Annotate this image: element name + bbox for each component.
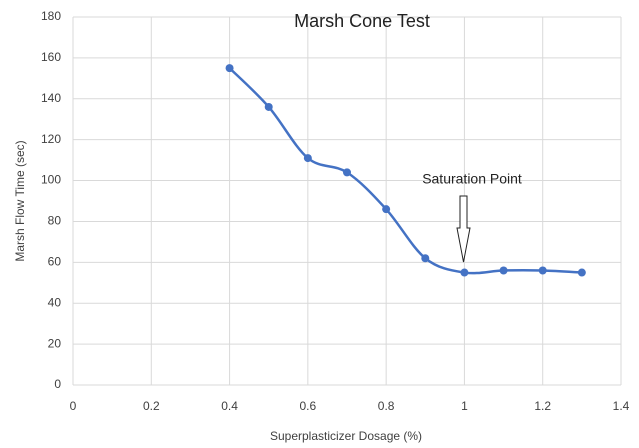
x-tick-label: 1.2	[534, 399, 551, 413]
grid	[72, 16, 622, 386]
x-tick-label: 0.2	[143, 399, 160, 413]
y-tick-label: 180	[41, 9, 61, 23]
x-tick-label: 1.4	[613, 399, 630, 413]
y-tick-label: 160	[41, 50, 61, 64]
y-tick-label: 140	[41, 91, 61, 105]
x-tick-label: 0	[70, 399, 77, 413]
y-tick-label: 120	[41, 132, 61, 146]
data-point	[460, 268, 469, 277]
y-tick-label: 100	[41, 173, 61, 187]
x-tick-label: 1	[461, 399, 468, 413]
annotation: Saturation Point	[422, 171, 522, 187]
y-axis-label: Marsh Flow Time (sec)	[13, 140, 27, 261]
data-point	[225, 64, 234, 73]
annotation-arrow	[456, 195, 471, 263]
data-point	[343, 168, 351, 177]
x-tick-label: 0.6	[300, 399, 317, 413]
y-tick-label: 60	[48, 255, 62, 269]
data-point	[538, 266, 547, 275]
data-point	[577, 268, 586, 277]
data-point	[264, 102, 273, 111]
x-axis-label: Superplasticizer Dosage (%)	[270, 429, 422, 443]
data-point	[303, 154, 312, 163]
y-tick-label: 0	[54, 377, 61, 391]
x-tick-label: 0.4	[221, 399, 238, 413]
y-tick-label: 80	[48, 214, 62, 228]
chart-title: Marsh Cone Test	[294, 11, 430, 31]
data-point	[382, 205, 391, 214]
y-tick-label: 40	[48, 295, 62, 309]
data-point	[499, 266, 508, 275]
y-tick-label: 20	[48, 336, 62, 350]
data-point	[421, 254, 430, 263]
x-tick-label: 0.8	[378, 399, 395, 413]
data-line	[228, 67, 582, 275]
